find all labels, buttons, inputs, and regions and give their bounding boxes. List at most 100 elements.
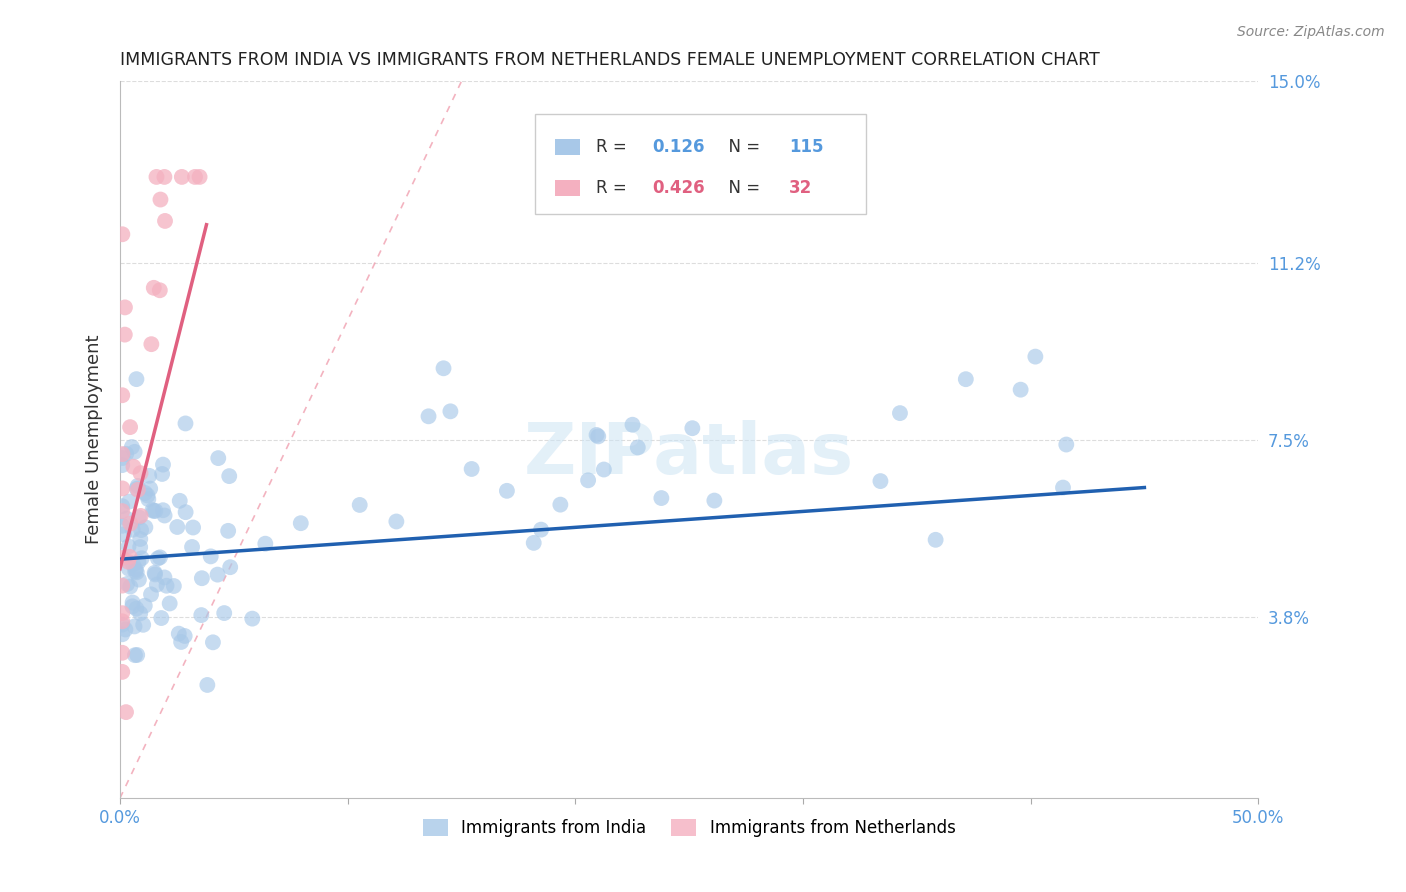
Point <box>181 540 204 554</box>
Point <box>129 523 152 537</box>
Point <box>121 595 143 609</box>
Point <box>141 337 163 351</box>
Point <box>1054 437 1077 451</box>
Point <box>869 474 891 488</box>
Point <box>240 612 263 626</box>
Point <box>122 558 145 572</box>
Point <box>115 511 138 525</box>
Point <box>153 169 176 184</box>
Point <box>439 404 461 418</box>
Point <box>432 361 454 376</box>
Point <box>217 524 239 538</box>
Point <box>170 635 193 649</box>
Point <box>588 429 610 443</box>
Point <box>1052 481 1074 495</box>
Point <box>167 626 190 640</box>
Point <box>149 283 172 297</box>
Point <box>114 301 136 315</box>
Point <box>118 561 141 575</box>
Text: N =: N = <box>717 138 765 156</box>
Point <box>115 577 138 591</box>
Point <box>166 520 188 534</box>
Point <box>219 560 242 574</box>
Point <box>207 451 229 466</box>
Point <box>174 417 197 431</box>
Point <box>120 516 142 531</box>
Point <box>136 488 159 502</box>
Point <box>181 520 204 534</box>
Point <box>121 599 143 614</box>
Point <box>621 417 644 432</box>
Point <box>523 536 546 550</box>
Point <box>585 428 607 442</box>
Point <box>122 459 145 474</box>
Point <box>703 493 725 508</box>
Point <box>174 505 197 519</box>
Text: 0.126: 0.126 <box>652 138 706 156</box>
Point <box>128 573 150 587</box>
Point <box>142 504 165 518</box>
Text: R =: R = <box>596 179 631 197</box>
Point <box>111 665 134 679</box>
Point <box>576 473 599 487</box>
Text: R =: R = <box>596 138 631 156</box>
Point <box>129 532 152 546</box>
Point <box>117 555 139 569</box>
Point <box>111 518 134 533</box>
Point <box>173 629 195 643</box>
Point <box>142 281 165 295</box>
Text: 32: 32 <box>789 179 813 197</box>
Point <box>118 494 141 508</box>
Point <box>111 499 134 513</box>
Point <box>111 504 134 518</box>
Point <box>115 447 138 461</box>
Point <box>150 611 173 625</box>
Point <box>681 421 703 435</box>
Point <box>218 469 240 483</box>
Legend: Immigrants from India, Immigrants from Netherlands: Immigrants from India, Immigrants from N… <box>416 812 962 844</box>
Point <box>117 540 139 554</box>
Point <box>111 458 134 472</box>
Point <box>496 483 519 498</box>
Point <box>111 388 134 402</box>
Point <box>190 608 212 623</box>
Point <box>889 406 911 420</box>
Point <box>385 515 408 529</box>
Point <box>129 607 152 621</box>
Point <box>134 520 156 534</box>
Point <box>134 486 156 500</box>
Point <box>124 648 146 662</box>
Point <box>120 580 142 594</box>
Point <box>127 555 149 569</box>
Point <box>184 169 207 184</box>
Point <box>111 615 134 629</box>
Point <box>128 510 150 524</box>
Point <box>593 462 616 476</box>
Point <box>195 678 218 692</box>
Point <box>924 533 946 547</box>
Point <box>124 619 146 633</box>
Point <box>111 551 134 566</box>
Point <box>152 503 174 517</box>
Point <box>143 567 166 582</box>
Point <box>146 577 169 591</box>
Point <box>129 508 152 523</box>
Point <box>139 482 162 496</box>
Point <box>124 445 146 459</box>
FancyBboxPatch shape <box>536 113 866 214</box>
Text: IMMIGRANTS FROM INDIA VS IMMIGRANTS FROM NETHERLANDS FEMALE UNEMPLOYMENT CORRELA: IMMIGRANTS FROM INDIA VS IMMIGRANTS FROM… <box>120 51 1099 69</box>
Point <box>290 516 312 531</box>
Point <box>418 409 440 424</box>
Y-axis label: Female Unemployment: Female Unemployment <box>86 335 103 544</box>
Point <box>188 169 211 184</box>
Point <box>145 169 167 184</box>
Point <box>127 648 149 662</box>
Point <box>121 523 143 537</box>
Point <box>112 527 135 541</box>
Text: 115: 115 <box>789 138 824 156</box>
Point <box>125 482 148 496</box>
Point <box>349 498 371 512</box>
Point <box>143 566 166 580</box>
Point <box>150 467 173 481</box>
Point <box>170 169 193 184</box>
